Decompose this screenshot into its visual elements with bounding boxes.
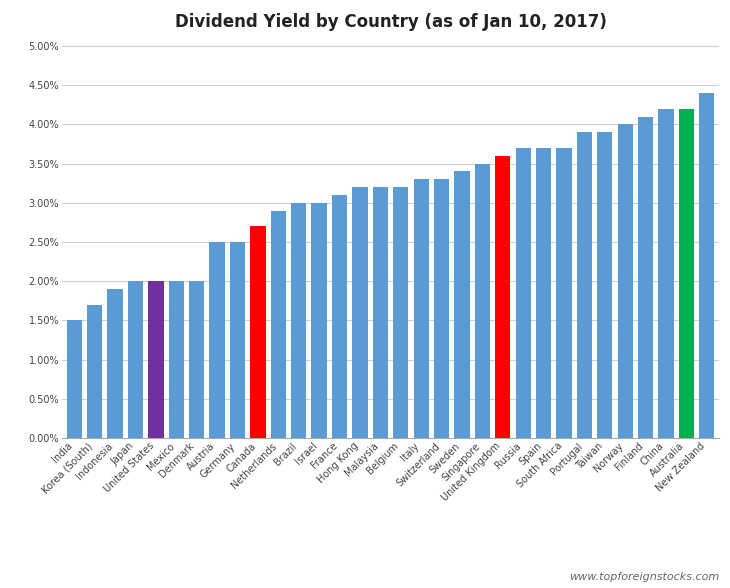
Bar <box>454 172 469 438</box>
Bar <box>515 148 531 438</box>
Bar <box>332 195 347 438</box>
Bar <box>66 320 82 438</box>
Bar <box>230 242 245 438</box>
Bar <box>536 148 551 438</box>
Bar <box>148 281 164 438</box>
Bar <box>556 148 572 438</box>
Bar <box>128 281 143 438</box>
Bar <box>618 125 633 438</box>
Bar <box>577 132 592 438</box>
Bar <box>699 93 715 438</box>
Bar <box>210 242 225 438</box>
Bar <box>658 109 674 438</box>
Bar <box>107 289 123 438</box>
Bar <box>474 163 490 438</box>
Bar <box>393 187 408 438</box>
Bar <box>597 132 612 438</box>
Bar <box>638 116 653 438</box>
Bar <box>353 187 368 438</box>
Title: Dividend Yield by Country (as of Jan 10, 2017): Dividend Yield by Country (as of Jan 10,… <box>174 13 607 31</box>
Bar <box>169 281 184 438</box>
Bar <box>679 109 694 438</box>
Bar <box>495 156 510 438</box>
Bar <box>189 281 204 438</box>
Bar <box>312 203 327 438</box>
Text: www.topforeignstocks.com: www.topforeignstocks.com <box>569 572 719 582</box>
Bar <box>250 226 266 438</box>
Bar <box>434 179 449 438</box>
Bar <box>373 187 388 438</box>
Bar <box>291 203 307 438</box>
Bar <box>413 179 429 438</box>
Bar <box>271 211 286 438</box>
Bar <box>87 305 102 438</box>
